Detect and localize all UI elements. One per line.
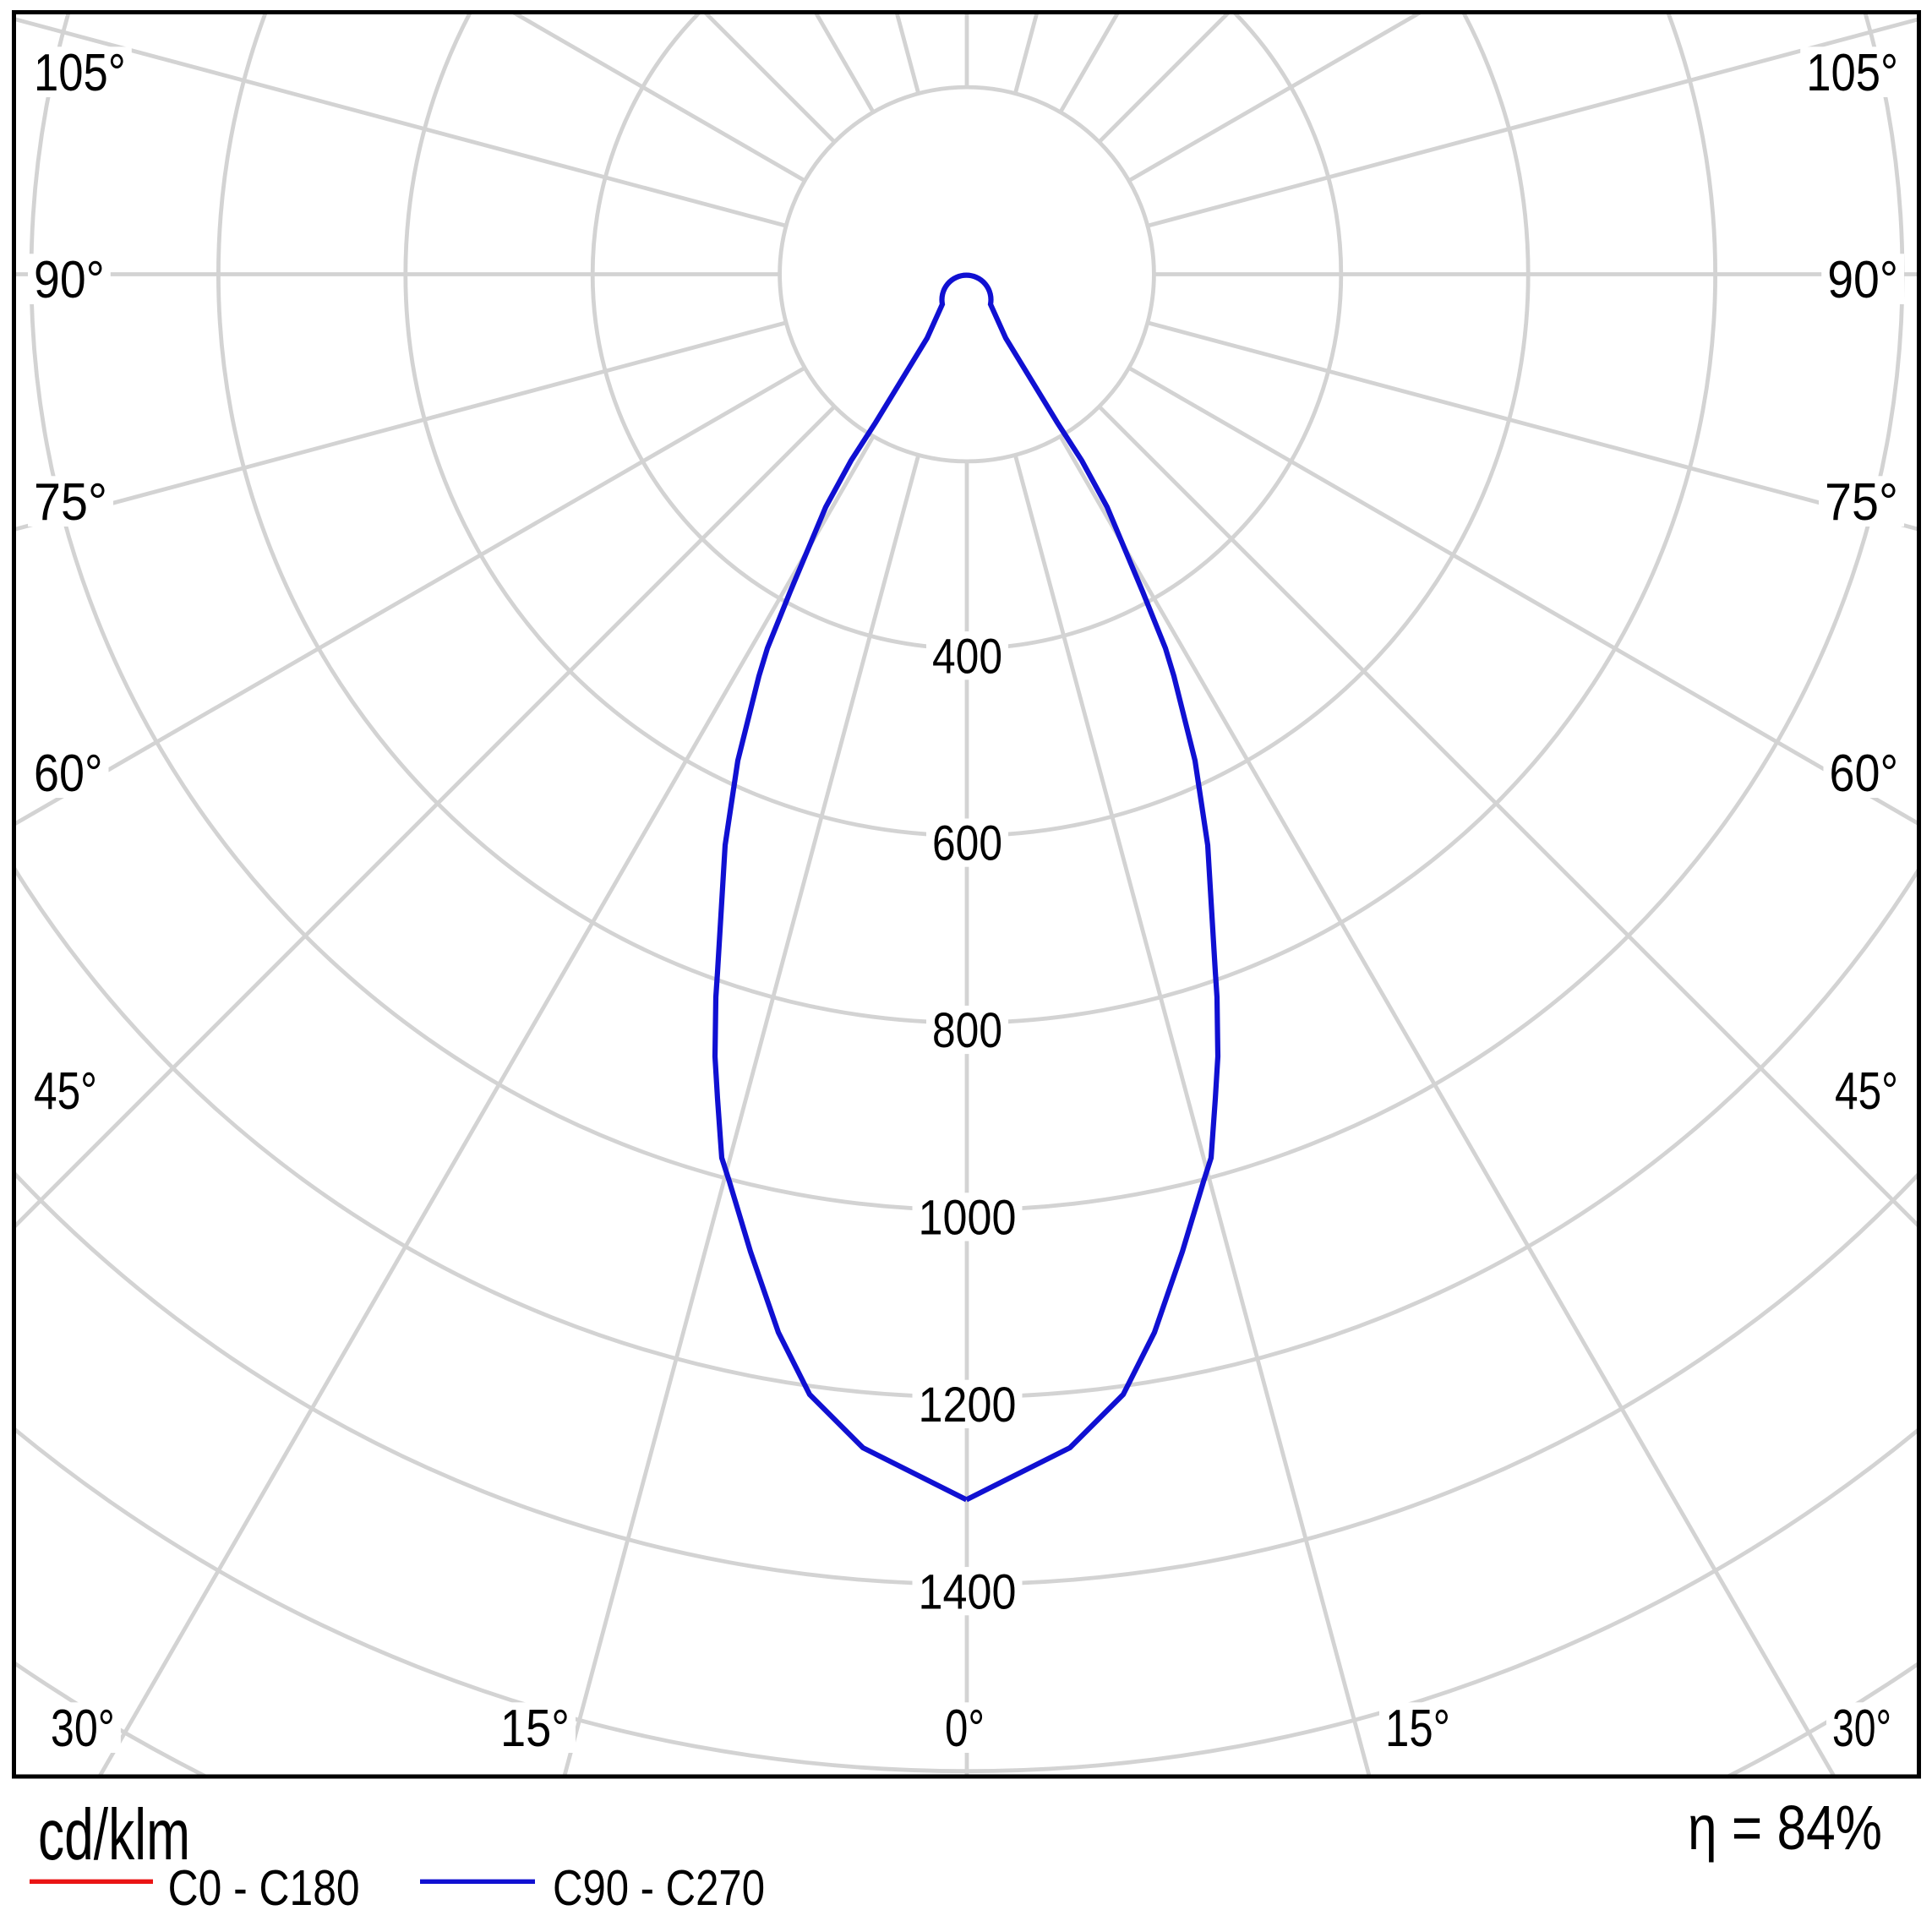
- svg-text:60°: 60°: [34, 745, 103, 803]
- svg-text:30°: 30°: [1832, 1700, 1891, 1758]
- svg-text:η = 84%: η = 84%: [1688, 1793, 1882, 1863]
- svg-text:30°: 30°: [51, 1700, 115, 1758]
- svg-text:1000: 1000: [919, 1191, 1017, 1246]
- svg-text:cd/klm: cd/klm: [38, 1795, 190, 1875]
- svg-text:90°: 90°: [1827, 251, 1898, 309]
- svg-text:C0 - C180: C0 - C180: [168, 1860, 360, 1916]
- svg-text:45°: 45°: [1835, 1062, 1898, 1121]
- svg-text:15°: 15°: [500, 1700, 570, 1758]
- svg-text:75°: 75°: [1825, 473, 1898, 532]
- svg-text:0°: 0°: [945, 1700, 985, 1758]
- svg-text:105°: 105°: [34, 44, 126, 102]
- svg-text:1200: 1200: [919, 1378, 1017, 1433]
- svg-text:105°: 105°: [1806, 44, 1898, 102]
- svg-text:1400: 1400: [919, 1564, 1017, 1619]
- svg-text:90°: 90°: [34, 251, 105, 309]
- svg-text:75°: 75°: [34, 473, 107, 532]
- svg-text:C90 - C270: C90 - C270: [553, 1860, 765, 1916]
- svg-text:600: 600: [932, 816, 1002, 871]
- svg-text:800: 800: [932, 1003, 1002, 1058]
- svg-text:15°: 15°: [1385, 1700, 1450, 1758]
- svg-text:60°: 60°: [1830, 745, 1899, 803]
- svg-text:45°: 45°: [34, 1062, 97, 1121]
- svg-text:400: 400: [932, 629, 1002, 684]
